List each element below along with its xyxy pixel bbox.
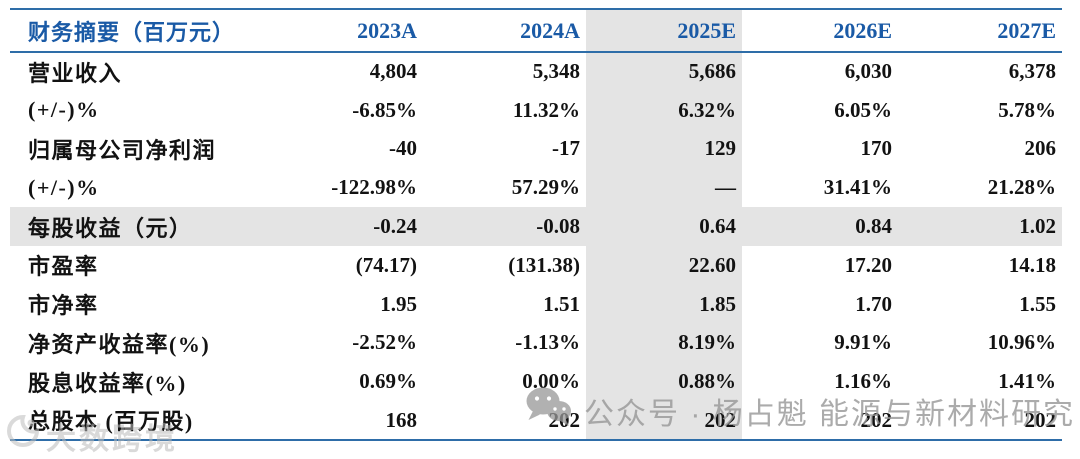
cell-value: -40 bbox=[389, 136, 417, 161]
cell-value: 170 bbox=[860, 136, 893, 161]
row-label: 股息收益率(%) bbox=[28, 370, 187, 396]
table-row: (+/-)% -122.98% 57.29% — 31.41% 21.28% bbox=[10, 168, 1062, 208]
cell-value: 0.69% bbox=[359, 369, 417, 394]
cell-value: -1.13% bbox=[515, 330, 580, 355]
row-label: 市盈率 bbox=[28, 254, 99, 280]
cell-value: -2.52% bbox=[352, 330, 417, 355]
row-label: (+/-)% bbox=[28, 97, 100, 123]
cell-value: 22.60 bbox=[586, 245, 742, 285]
table-row: 营业收入 4,804 5,348 5,686 6,030 6,378 bbox=[10, 52, 1062, 91]
row-label: 总股本 (百万股) bbox=[28, 409, 194, 435]
table-row: 总股本 (百万股) 168 202 202 202 202 bbox=[10, 401, 1062, 440]
cell-value: 10.96% bbox=[987, 330, 1056, 355]
cell-value: 9.91% bbox=[834, 330, 892, 355]
cell-value: 31.41% bbox=[823, 175, 892, 200]
cell-value: 1.41% bbox=[998, 369, 1056, 394]
cell-value: 1.02 bbox=[898, 207, 1062, 246]
cell-value: -0.08 bbox=[423, 207, 586, 246]
table-header-row: 财务摘要（百万元） 2023A 2024A 2025E 2026E 2027E bbox=[10, 9, 1062, 53]
cell-value: (74.17) bbox=[355, 252, 417, 277]
column-header-2024A: 2024A bbox=[423, 9, 586, 53]
row-label: (+/-)% bbox=[28, 174, 100, 200]
table-title: 财务摘要（百万元） bbox=[10, 9, 266, 53]
cell-value: 1.51 bbox=[543, 291, 580, 316]
cell-value: -0.24 bbox=[266, 207, 423, 246]
cell-value: 202 bbox=[1024, 407, 1057, 432]
cell-value: 1.70 bbox=[855, 291, 892, 316]
cell-value: -122.98% bbox=[331, 175, 417, 200]
cell-value: 168 bbox=[385, 407, 418, 432]
cell-value: 8.19% bbox=[586, 323, 742, 363]
cell-value: -6.85% bbox=[352, 97, 417, 122]
table-row: 每股收益（元） -0.24 -0.08 0.64 0.84 1.02 bbox=[10, 207, 1062, 246]
cell-value: 6.32% bbox=[586, 90, 742, 130]
table-row: 市净率 1.95 1.51 1.85 1.70 1.55 bbox=[10, 284, 1062, 324]
cell-value: 202 bbox=[586, 401, 742, 440]
cell-value: 14.18 bbox=[1008, 252, 1056, 277]
cell-value: 17.20 bbox=[844, 252, 892, 277]
row-label: 每股收益（元） bbox=[10, 207, 266, 246]
row-label: 归属母公司净利润 bbox=[28, 137, 217, 163]
row-label: 净资产收益率(%) bbox=[28, 331, 211, 357]
column-header-2023A: 2023A bbox=[266, 9, 423, 53]
row-label: 营业收入 bbox=[28, 60, 123, 86]
cell-value: 6,378 bbox=[1008, 59, 1056, 84]
cell-value: 0.64 bbox=[586, 207, 742, 246]
table-body: 营业收入 4,804 5,348 5,686 6,030 6,378 (+/-)% -6.85… bbox=[10, 52, 1062, 440]
cell-value: 1.95 bbox=[380, 291, 417, 316]
cell-value: 0.88% bbox=[586, 362, 742, 402]
cell-value: 202 bbox=[860, 407, 893, 432]
table-row: 净资产收益率(%) -2.52% -1.13% 8.19% 9.91% 10.96% bbox=[10, 323, 1062, 363]
cell-value: — bbox=[586, 168, 742, 208]
financial-summary-table: 财务摘要（百万元） 2023A 2024A 2025E 2026E 2027E 营业收入… bbox=[10, 8, 1062, 441]
table-row: (+/-)% -6.85% 11.32% 6.32% 6.05% 5.78% bbox=[10, 90, 1062, 130]
cell-value: 206 bbox=[1024, 136, 1057, 161]
row-label: 市净率 bbox=[28, 293, 99, 319]
column-header-2026E: 2026E bbox=[742, 9, 898, 53]
cell-value: 129 bbox=[586, 129, 742, 169]
cell-value: 21.28% bbox=[987, 175, 1056, 200]
cell-value: 6.05% bbox=[834, 97, 892, 122]
cell-value: 6,030 bbox=[844, 59, 892, 84]
cell-value: 5,686 bbox=[586, 52, 742, 91]
table-row: 市盈率 (74.17) (131.38) 22.60 17.20 14.18 bbox=[10, 245, 1062, 285]
cell-value: 202 bbox=[548, 407, 581, 432]
cell-value: 0.00% bbox=[522, 369, 580, 394]
column-header-2027E: 2027E bbox=[898, 9, 1062, 53]
cell-value: 5.78% bbox=[998, 97, 1056, 122]
column-header-2025E: 2025E bbox=[586, 9, 742, 53]
cell-value: 0.84 bbox=[742, 207, 898, 246]
cell-value: (131.38) bbox=[508, 252, 580, 277]
cell-value: 1.85 bbox=[586, 284, 742, 324]
cell-value: 57.29% bbox=[511, 175, 580, 200]
cell-value: 4,804 bbox=[369, 59, 417, 84]
cell-value: 11.32% bbox=[512, 97, 580, 122]
cell-value: 5,348 bbox=[532, 59, 580, 84]
cell-value: 1.55 bbox=[1019, 291, 1056, 316]
table-row: 股息收益率(%) 0.69% 0.00% 0.88% 1.16% 1.41% bbox=[10, 362, 1062, 402]
cell-value: -17 bbox=[552, 136, 580, 161]
table-row: 归属母公司净利润 -40 -17 129 170 206 bbox=[10, 129, 1062, 169]
cell-value: 1.16% bbox=[834, 369, 892, 394]
